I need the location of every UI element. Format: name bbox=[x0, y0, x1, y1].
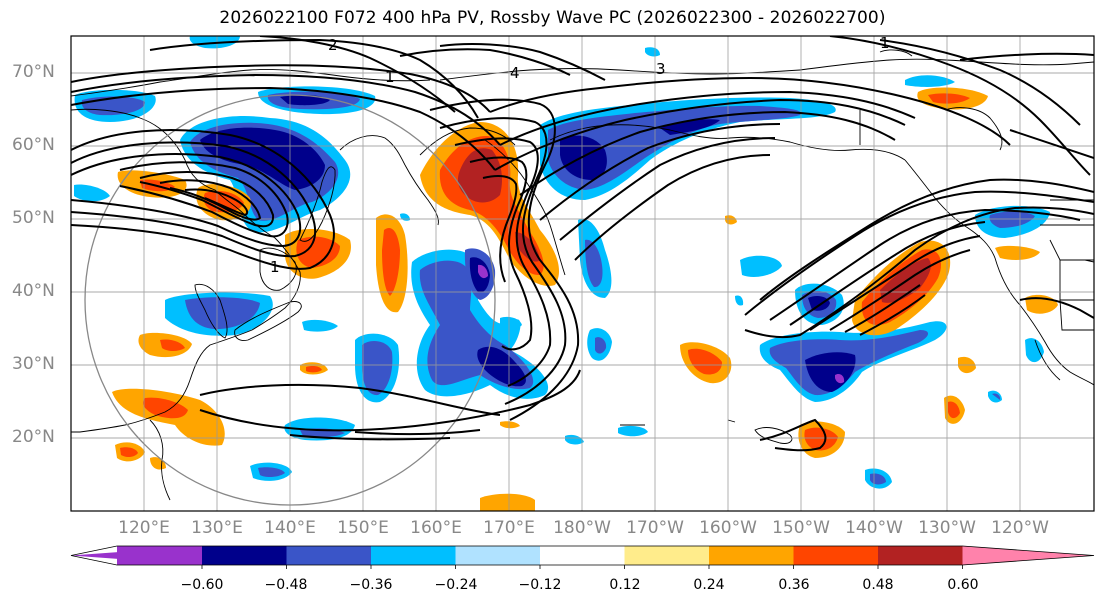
lon-label: 120°E bbox=[118, 518, 170, 538]
colorbar-segment bbox=[117, 546, 202, 565]
lat-label-30n: 30°N bbox=[12, 354, 55, 374]
colorbar-tick-label: 0.24 bbox=[693, 577, 725, 593]
lon-label: 130°E bbox=[191, 518, 243, 538]
coastlines bbox=[71, 49, 1094, 501]
lon-label: 140°W bbox=[845, 518, 903, 538]
contour-label: 3 bbox=[656, 60, 666, 78]
colorbar-extend-high bbox=[962, 546, 1094, 565]
colorbar-tick-label: −0.36 bbox=[349, 577, 393, 593]
colorbar-segment bbox=[455, 546, 541, 565]
lat-label-50n: 50°N bbox=[12, 208, 55, 228]
lon-label: 140°E bbox=[264, 518, 316, 538]
contour-label: 4 bbox=[510, 64, 520, 82]
lon-label: 160°E bbox=[410, 518, 462, 538]
lon-label: 170°E bbox=[483, 518, 535, 538]
contour-labels: 1 2 1 4 3 1 bbox=[270, 34, 890, 276]
colorbar-tick-label: −0.12 bbox=[518, 577, 562, 593]
colorbar-tick-label: 0.60 bbox=[947, 577, 979, 593]
colorbar-segment bbox=[286, 546, 372, 565]
colorbar-segment bbox=[793, 546, 879, 565]
chart-title: 2026022100 F072 400 hPa PV, Rossby Wave … bbox=[219, 8, 886, 28]
lon-label: 150°W bbox=[772, 518, 830, 538]
lon-label: 160°W bbox=[699, 518, 757, 538]
contour-label: 2 bbox=[328, 36, 338, 54]
lon-label: 170°W bbox=[626, 518, 684, 538]
pv-contours bbox=[71, 36, 1094, 452]
contour-label: 1 bbox=[385, 68, 395, 86]
contour-label: 1 bbox=[880, 34, 890, 52]
colorbar-segment bbox=[878, 546, 963, 565]
colorbar-segment bbox=[709, 546, 794, 565]
colorbar-tick-label: −0.24 bbox=[434, 577, 478, 593]
lat-label-20n: 20°N bbox=[12, 427, 55, 447]
reference-circle bbox=[84, 94, 496, 506]
lon-label: 130°W bbox=[918, 518, 976, 538]
graticule bbox=[71, 36, 1094, 511]
colorbar-segment bbox=[371, 546, 456, 565]
lon-label: 150°E bbox=[337, 518, 389, 538]
colorbar bbox=[70, 545, 1095, 569]
colorbar-segment bbox=[540, 546, 625, 565]
colorbar-tick-label: −0.60 bbox=[180, 577, 224, 593]
lat-label-70n: 70°N bbox=[12, 62, 55, 82]
lat-label-60n: 60°N bbox=[12, 135, 55, 155]
lat-label-40n: 40°N bbox=[12, 281, 55, 301]
colorbar-segment bbox=[202, 546, 287, 565]
colorbar-tick-label: 0.36 bbox=[778, 577, 810, 593]
colorbar-tick-label: −0.48 bbox=[264, 577, 308, 593]
contour-label: 1 bbox=[270, 258, 280, 276]
colorbar-tick-label: 0.12 bbox=[609, 577, 641, 593]
colorbar-segment bbox=[624, 546, 710, 565]
lon-label: 180°W bbox=[553, 518, 611, 538]
colorbar-tick-label: 0.48 bbox=[862, 577, 894, 593]
lon-label: 120°W bbox=[991, 518, 1049, 538]
